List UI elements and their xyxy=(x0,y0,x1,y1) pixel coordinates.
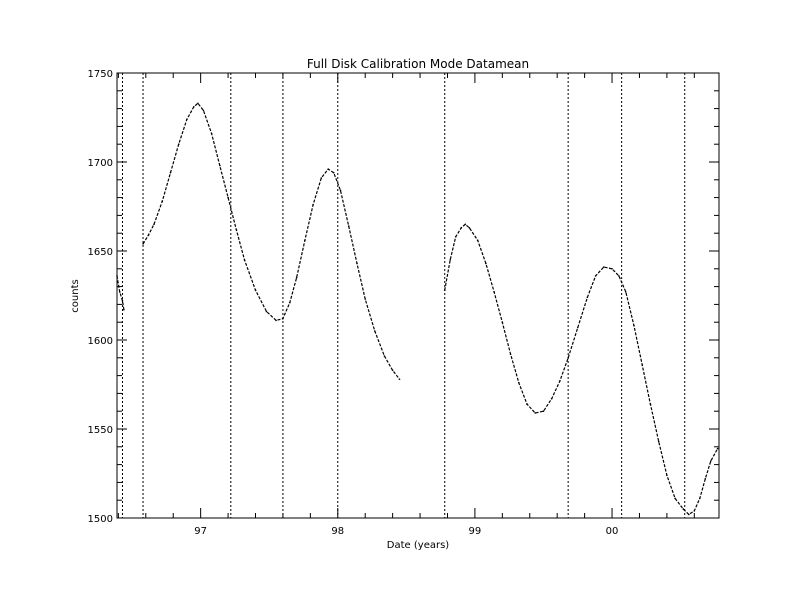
x-tick-label: 99 xyxy=(469,526,482,537)
data-point xyxy=(666,474,668,477)
data-point xyxy=(509,353,512,356)
data-point xyxy=(586,296,589,299)
data-point xyxy=(147,234,150,236)
data-point xyxy=(688,513,690,516)
data-point xyxy=(449,259,452,261)
data-point xyxy=(594,275,597,277)
data-point xyxy=(282,317,284,320)
data-point xyxy=(123,308,125,311)
data-point xyxy=(526,403,528,405)
data-point xyxy=(501,321,504,324)
data-point xyxy=(567,357,569,359)
y-tick-label: 1650 xyxy=(88,247,113,258)
data-point xyxy=(275,319,277,322)
y-tick-label: 1550 xyxy=(88,425,113,436)
data-point xyxy=(657,440,660,443)
data-point xyxy=(398,378,401,380)
data-point xyxy=(550,397,553,400)
data-point xyxy=(265,310,268,313)
data-point xyxy=(177,143,180,145)
axis-ticks: 97 98 99 00 1500 1550 1600 1650 1700 1750 xyxy=(88,69,719,537)
data-point xyxy=(704,478,707,480)
data-point xyxy=(542,410,545,413)
data-point xyxy=(254,289,257,291)
data-point xyxy=(674,497,676,500)
data-point xyxy=(288,301,291,304)
data-point xyxy=(624,291,627,293)
data-point xyxy=(235,228,238,231)
data-point xyxy=(153,223,155,226)
data-point xyxy=(693,510,696,512)
data-point xyxy=(391,369,394,372)
data-point xyxy=(454,235,457,238)
y-tick-label: 1500 xyxy=(88,514,113,525)
x-tick-label: 00 xyxy=(606,526,619,537)
data-segment xyxy=(116,275,125,310)
data-point xyxy=(603,266,605,268)
data-point xyxy=(460,227,462,229)
data-point xyxy=(332,171,335,174)
data-point xyxy=(327,168,329,170)
data-point xyxy=(374,330,376,332)
data-point xyxy=(576,326,579,329)
data-point xyxy=(485,262,487,265)
data-point xyxy=(611,268,613,270)
y-tick-label: 1750 xyxy=(88,69,113,80)
y-tick-label: 1700 xyxy=(88,158,113,169)
data-point xyxy=(356,262,358,265)
x-axis-label: Date (years) xyxy=(387,540,450,551)
data-point xyxy=(347,225,350,227)
data-point xyxy=(243,259,246,261)
x-tick-label: 98 xyxy=(331,526,344,537)
vertical-marker-group xyxy=(121,73,686,518)
data-point xyxy=(364,298,367,300)
data-point xyxy=(304,239,306,242)
data-point xyxy=(210,132,213,135)
data-point xyxy=(649,403,652,405)
data-point xyxy=(641,364,644,366)
data-point xyxy=(227,196,229,199)
data-point xyxy=(493,291,495,293)
data-point xyxy=(682,508,685,510)
data-point xyxy=(716,447,719,450)
data-segment xyxy=(142,102,400,380)
data-point xyxy=(219,164,221,167)
data-point xyxy=(192,106,195,108)
data-point xyxy=(476,239,479,242)
y-tick-label: 1600 xyxy=(88,336,113,347)
data-point xyxy=(121,300,124,302)
data-point xyxy=(534,412,537,414)
y-axis-label: counts xyxy=(70,279,81,312)
data-point xyxy=(118,291,121,293)
data-point xyxy=(312,203,314,206)
data-point xyxy=(383,355,386,357)
data-point xyxy=(517,381,520,384)
data-point xyxy=(202,109,205,112)
x-tick-label: 97 xyxy=(194,526,207,537)
data-point xyxy=(169,171,172,174)
data-point xyxy=(618,275,620,277)
data-point xyxy=(468,227,471,229)
data-series xyxy=(116,102,719,516)
data-point xyxy=(709,460,712,462)
data-segment xyxy=(444,223,719,516)
data-point xyxy=(339,189,342,192)
data-point xyxy=(320,177,323,179)
data-point xyxy=(633,324,635,327)
data-point xyxy=(197,102,199,105)
plot-frame xyxy=(116,72,720,519)
data-point xyxy=(295,276,298,279)
chart-title: Full Disk Calibration Mode Datamean xyxy=(307,57,529,71)
data-point xyxy=(699,497,701,500)
data-point xyxy=(464,223,467,226)
data-point xyxy=(161,200,164,202)
data-point xyxy=(142,243,144,245)
data-point xyxy=(559,380,561,382)
data-point xyxy=(116,275,118,277)
data-point xyxy=(186,118,188,121)
data-point xyxy=(443,289,446,291)
